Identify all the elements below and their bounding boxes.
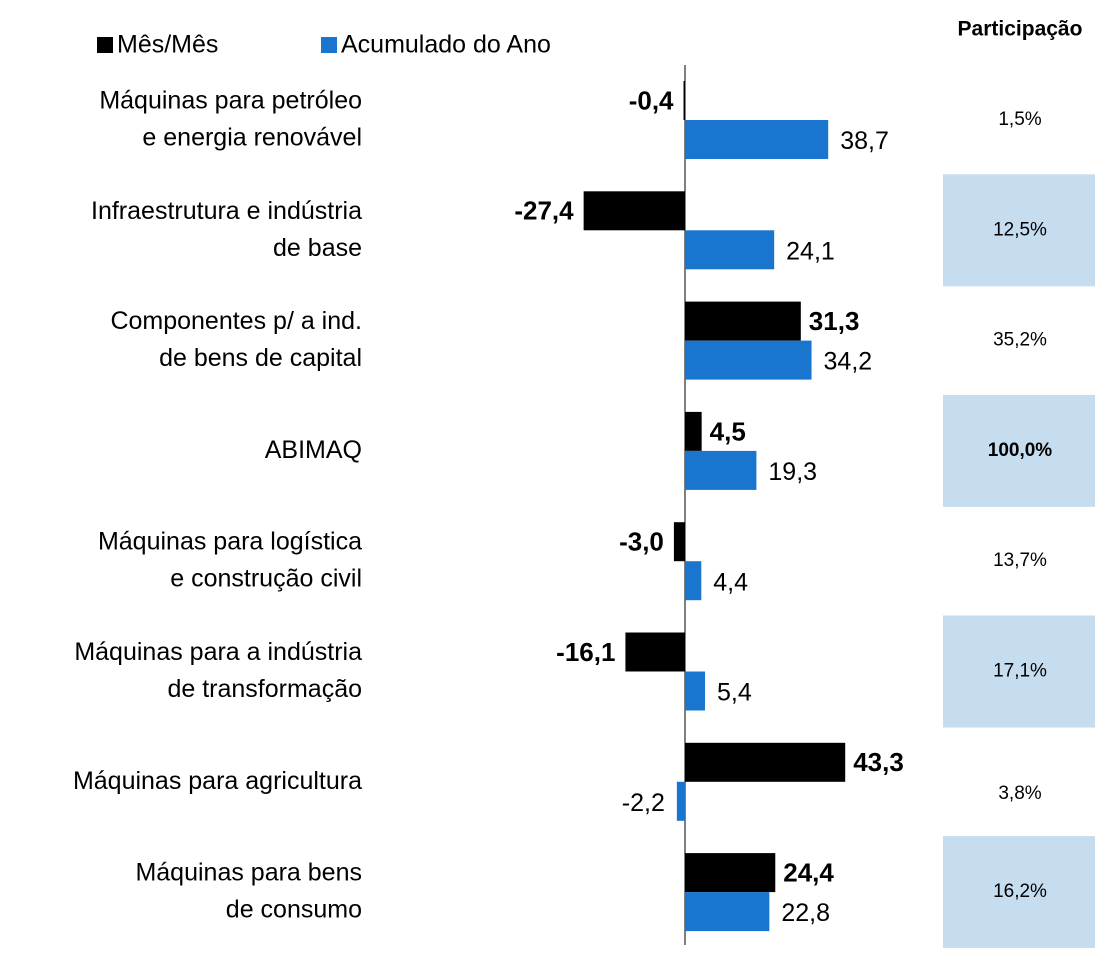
value-label: 5,4 bbox=[717, 679, 752, 707]
share-label: 13,7% bbox=[993, 550, 1047, 571]
bar bbox=[685, 411, 702, 451]
value-label: 4,5 bbox=[710, 416, 746, 446]
value-label: 22,8 bbox=[781, 899, 830, 927]
share-label: 3,8% bbox=[998, 783, 1041, 804]
category-label: Máquinas para logística e construção civi… bbox=[98, 527, 362, 592]
value-label: -0,4 bbox=[629, 85, 674, 115]
share-label: 12,5% bbox=[993, 219, 1047, 240]
bar bbox=[685, 301, 801, 341]
share-cell-bg bbox=[943, 394, 1095, 507]
value-label: 24,1 bbox=[786, 237, 835, 265]
bar bbox=[685, 120, 829, 159]
value-label: 31,3 bbox=[809, 306, 860, 336]
category-label: Máquinas para agricultura bbox=[73, 766, 362, 794]
share-cell-bg bbox=[943, 836, 1095, 949]
bar bbox=[685, 742, 846, 782]
bar bbox=[685, 561, 702, 601]
share-cell-bg bbox=[943, 174, 1095, 287]
category-label: Máquinas para petróleo e energia renováve… bbox=[99, 86, 362, 151]
bar bbox=[673, 522, 685, 562]
category-label: ABIMAQ bbox=[265, 436, 362, 464]
category-label: Componentes p/ a ind. de bens de capital bbox=[110, 307, 362, 372]
share-label: 100,0% bbox=[988, 440, 1053, 461]
value-label: -16,1 bbox=[556, 637, 615, 667]
value-label: -3,0 bbox=[619, 527, 664, 557]
bar bbox=[685, 230, 775, 270]
bar bbox=[685, 853, 776, 893]
category-label: Infraestrutura e indústria de base bbox=[91, 196, 362, 261]
legend-label: Acumulado do Ano bbox=[341, 31, 551, 59]
share-label: 17,1% bbox=[993, 661, 1047, 682]
share-label: 1,5% bbox=[998, 109, 1041, 130]
bar bbox=[685, 892, 770, 932]
bar bbox=[685, 340, 812, 380]
value-label: 43,3 bbox=[853, 747, 904, 777]
value-label: 19,3 bbox=[768, 458, 817, 486]
share-title: Participação bbox=[958, 18, 1083, 41]
bar bbox=[625, 632, 685, 672]
category-label: Máquinas para bens de consumo bbox=[135, 858, 362, 923]
share-label: 16,2% bbox=[993, 881, 1047, 902]
bar bbox=[676, 781, 685, 821]
bar bbox=[685, 671, 705, 711]
share-cell-bg bbox=[943, 615, 1095, 728]
legend-swatch bbox=[97, 37, 113, 53]
legend-swatch bbox=[321, 37, 337, 53]
value-label: 24,4 bbox=[783, 857, 834, 887]
value-label: 4,4 bbox=[713, 568, 748, 596]
legend-label: Mês/Mês bbox=[117, 31, 218, 59]
bar bbox=[583, 191, 685, 231]
value-label: 34,2 bbox=[824, 348, 873, 376]
bar bbox=[685, 450, 757, 490]
bar bbox=[683, 81, 685, 120]
value-label: -27,4 bbox=[514, 196, 574, 226]
share-label: 35,2% bbox=[993, 330, 1047, 351]
value-label: 38,7 bbox=[840, 127, 889, 155]
value-label: -2,2 bbox=[622, 789, 665, 817]
category-label: Máquinas para a indústria de transformaçã… bbox=[74, 638, 362, 703]
